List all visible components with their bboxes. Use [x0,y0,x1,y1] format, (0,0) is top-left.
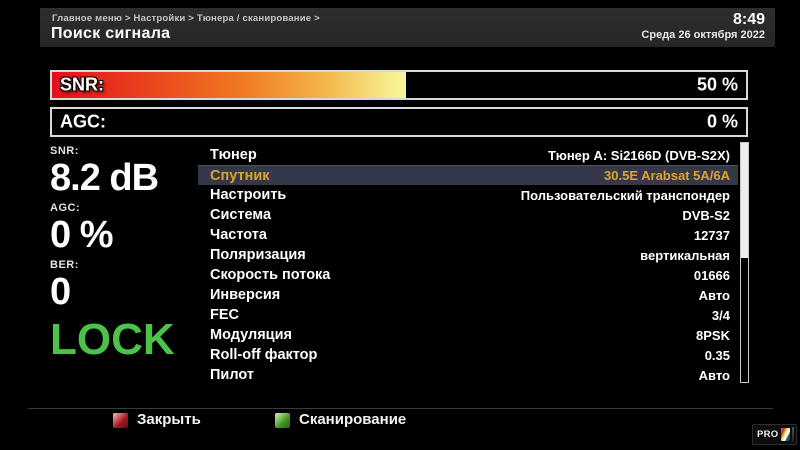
page-title: Поиск сигнала [51,25,171,42]
agc-signal-bar: AGC: 0 % [50,107,748,137]
ber-stat-value: 0 [50,271,71,313]
menu-row-polarization[interactable]: Поляризация вертикальная [198,245,738,265]
scan-button[interactable]: Сканирование [299,411,407,428]
menu-row-tuner[interactable]: Тюнер Тюнер A: Si2166D (DVB-S2X) [198,145,738,165]
clock: 8:49 Среда 26 октября 2022 [641,11,765,42]
pro-logo-icon [780,428,790,441]
agc-bar-label: AGC: [60,111,106,132]
menu-row-configure[interactable]: Настроить Пользовательский транспондер [198,185,738,205]
close-button[interactable]: Закрыть [137,411,201,428]
lock-status: LOCK [50,315,175,364]
green-key-icon [275,413,290,428]
pro-logo-text: PRO [757,429,779,440]
menu-row-modulation[interactable]: Модуляция 8PSK [198,325,738,345]
menu-row-label: Система [210,207,272,223]
scrollbar-thumb[interactable] [741,143,748,258]
menu-row-value: 8PSK [696,327,730,343]
menu-row-label: Поляризация [210,247,306,263]
menu-row-label: Скорость потока [210,267,331,283]
menu-row-value: 3/4 [711,307,730,323]
header-bar: Главное меню > Настройки > Тюнера / скан… [40,8,775,47]
menu-row-value: 01666 [693,267,730,283]
menu-row-value: DVB-S2 [682,207,730,223]
menu-row-value: 30.5E Arabsat 5A/6A [604,168,730,183]
breadcrumb: Главное меню > Настройки > Тюнера / скан… [52,13,320,24]
menu-row-symbol-rate[interactable]: Скорость потока 01666 [198,265,738,285]
menu-row-label: Roll-off фактор [210,347,318,363]
snr-bar-fill [52,72,406,98]
menu-row-frequency[interactable]: Частота 12737 [198,225,738,245]
menu-row-label: Пилот [210,367,254,383]
menu-row-label: Настроить [210,187,287,203]
menu-row-satellite-selected[interactable]: Спутник 30.5E Arabsat 5A/6A [198,165,738,185]
agc-stat-value: 0 % [50,214,113,256]
menu-row-fec[interactable]: FEC 3/4 [198,305,738,325]
snr-bar-label: SNR: [60,74,104,95]
menu-row-value: Авто [698,287,730,303]
ber-stat-label: BER: [50,259,79,271]
menu-row-value: Пользовательский транспондер [520,187,730,203]
agc-stat-label: AGC: [50,202,81,214]
menu-row-value: вертикальная [640,247,730,263]
snr-signal-bar: SNR: 50 % [50,70,748,100]
footer-divider [28,408,773,409]
snr-bar-value: 50 % [696,74,738,95]
red-key-icon [113,413,128,428]
menu-row-label: Частота [210,227,267,243]
menu-row-system[interactable]: Система DVB-S2 [198,205,738,225]
clock-date: Среда 26 октября 2022 [641,29,765,41]
clock-time: 8:49 [732,11,765,28]
menu-row-value: 12737 [693,227,730,243]
snr-stat-label: SNR: [50,145,79,157]
menu-row-label: Модуляция [210,327,292,343]
menu-row-label: Тюнер [210,147,257,163]
menu-row-value: Авто [698,367,730,383]
menu-row-label: Спутник [210,167,270,184]
menu-row-value: Тюнер A: Si2166D (DVB-S2X) [547,147,730,163]
menu-row-value: 0.35 [704,347,730,363]
menu-row-pilot[interactable]: Пилот Авто [198,365,738,385]
agc-bar-value: 0 % [706,111,738,132]
signal-stats-panel: SNR: 8.2 dB AGC: 0 % BER: 0 LOCK [50,142,200,365]
pro-tv-logo: PRO [752,424,797,445]
menu-row-label: Инверсия [210,287,281,303]
menu-row-rolloff[interactable]: Roll-off фактор 0.35 [198,345,738,365]
snr-stat-value: 8.2 dB [50,157,159,199]
pro-logo-edge [791,427,794,442]
tuner-settings-menu: Тюнер Тюнер A: Si2166D (DVB-S2X) Спутник… [198,145,738,385]
menu-row-label: FEC [210,307,239,323]
menu-scrollbar[interactable] [740,142,749,383]
menu-row-inversion[interactable]: Инверсия Авто [198,285,738,305]
